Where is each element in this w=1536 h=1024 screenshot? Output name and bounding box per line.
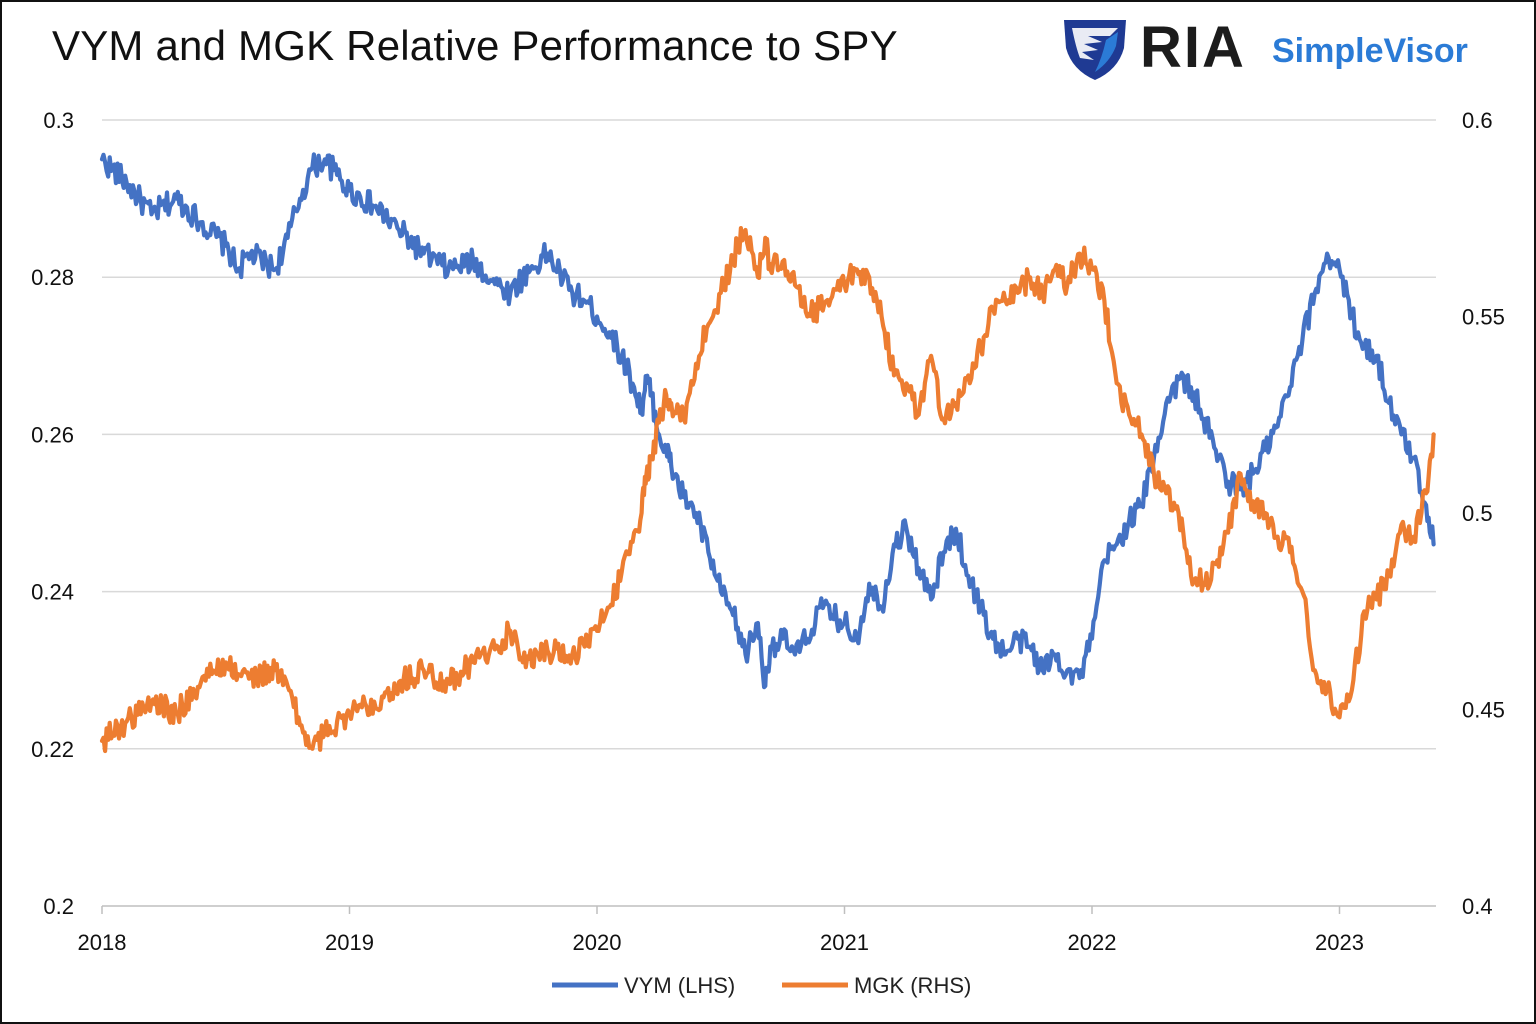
left-tick-label: 0.2 <box>43 894 74 919</box>
logo-brand-text: RIA <box>1140 15 1246 80</box>
x-tick-label: 2021 <box>820 930 869 955</box>
x-tick-label: 2019 <box>325 930 374 955</box>
right-tick-label: 0.45 <box>1462 698 1505 723</box>
left-tick-label: 0.24 <box>31 580 74 605</box>
legend-label: VYM (LHS) <box>624 973 735 998</box>
ria-simplevisor-logo: RIA SimpleVisor <box>1058 12 1488 84</box>
right-tick-label: 0.5 <box>1462 501 1493 526</box>
x-tick-label: 2022 <box>1068 930 1117 955</box>
left-tick-label: 0.3 <box>43 108 74 133</box>
x-tick-label: 2023 <box>1315 930 1364 955</box>
series-line-mgk <box>99 226 1436 754</box>
right-tick-label: 0.55 <box>1462 305 1505 330</box>
x-tick-label: 2020 <box>573 930 622 955</box>
left-tick-label: 0.22 <box>31 737 74 762</box>
right-tick-label: 0.4 <box>1462 894 1493 919</box>
left-tick-label: 0.28 <box>31 265 74 290</box>
eagle-shield-icon <box>1064 20 1126 80</box>
left-tick-label: 0.26 <box>31 422 74 447</box>
right-tick-label: 0.6 <box>1462 108 1493 133</box>
series-line-vym <box>99 152 1436 690</box>
x-tick-label: 2018 <box>78 930 127 955</box>
chart-title: VYM and MGK Relative Performance to SPY <box>52 22 898 69</box>
logo-product-text: SimpleVisor <box>1272 32 1468 70</box>
legend-label: MGK (RHS) <box>854 973 971 998</box>
